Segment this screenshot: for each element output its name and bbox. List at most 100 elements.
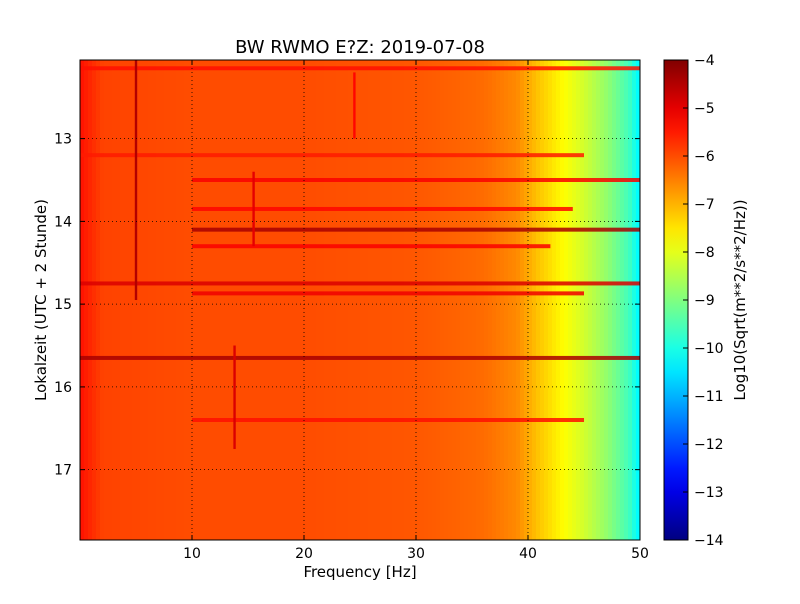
- plot-frame: [79, 59, 641, 541]
- spectrogram-strip: [572, 60, 577, 540]
- spectrogram-strip: [376, 60, 381, 540]
- colorbar-tick-label: −14: [694, 533, 724, 549]
- spectrogram-strip: [360, 60, 365, 540]
- spectrogram-strip: [424, 60, 429, 540]
- spectrogram-line: [353, 72, 356, 139]
- colorbar-tick-label: −7: [694, 197, 715, 213]
- spectrogram-line: [252, 171, 255, 247]
- spectrogram-strip: [152, 60, 157, 540]
- spectrogram-strip: [344, 60, 349, 540]
- spectrogram-strip: [100, 60, 105, 540]
- spectrogram-strip: [248, 60, 253, 540]
- spectrogram-strip: [380, 60, 385, 540]
- spectrogram-strip: [124, 60, 129, 540]
- spectrogram-strip: [148, 60, 153, 540]
- y-tick-label: 13: [54, 132, 72, 148]
- spectrogram-strip: [600, 60, 605, 540]
- spectrogram-strip: [88, 60, 93, 540]
- spectrogram-band: [192, 227, 640, 232]
- spectrogram-strip: [584, 60, 589, 540]
- plot-area: [80, 60, 640, 540]
- spectrogram-strip: [484, 60, 489, 540]
- spectrogram-strip: [632, 60, 637, 540]
- spectrogram-line: [233, 345, 236, 449]
- spectrogram-strip: [136, 60, 141, 540]
- spectrogram-strip: [528, 60, 533, 540]
- spectrogram-strip: [428, 60, 433, 540]
- spectrogram-strip: [228, 60, 233, 540]
- spectrogram-band: [192, 244, 551, 249]
- spectrogram-strip: [168, 60, 173, 540]
- y-axis-label: Lokalzeit (UTC + 2 Stunde): [32, 199, 50, 401]
- spectrogram-strip: [348, 60, 353, 540]
- spectrogram-band: [80, 355, 640, 360]
- spectrogram-strip: [580, 60, 585, 540]
- spectrogram-strip: [216, 60, 221, 540]
- spectrogram-strip: [312, 60, 317, 540]
- spectrogram-band: [192, 291, 584, 296]
- spectrogram-strip: [292, 60, 297, 540]
- spectrogram-strip: [592, 60, 597, 540]
- x-tick-label: 30: [407, 546, 425, 562]
- spectrogram-strip: [204, 60, 209, 540]
- spectrogram-strip: [84, 60, 89, 540]
- spectrogram-strip: [576, 60, 581, 540]
- spectrogram-band: [192, 206, 573, 211]
- spectrogram-strip: [308, 60, 313, 540]
- x-axis-label: Frequency [Hz]: [303, 563, 416, 581]
- spectrogram-strip: [408, 60, 413, 540]
- spectrogram-strip: [140, 60, 145, 540]
- spectrogram-strip: [544, 60, 549, 540]
- spectrogram-strip: [476, 60, 481, 540]
- spectrogram-band: [192, 418, 584, 422]
- spectrogram-strip: [560, 60, 565, 540]
- y-tick-label: 16: [54, 380, 72, 396]
- spectrogram-strip: [132, 60, 137, 540]
- spectrogram-strip: [404, 60, 409, 540]
- spectrogram-strip: [364, 60, 369, 540]
- spectrogram-strip: [160, 60, 165, 540]
- spectrogram-strip: [80, 60, 85, 540]
- spectrogram-strip: [144, 60, 149, 540]
- spectrogram-strip: [240, 60, 245, 540]
- spectrogram-strip: [280, 60, 285, 540]
- colorbar-tick-label: −5: [694, 101, 715, 117]
- spectrogram-strip: [420, 60, 425, 540]
- spectrogram-strip: [500, 60, 505, 540]
- spectrogram-strip: [548, 60, 553, 540]
- spectrogram-strip: [324, 60, 329, 540]
- spectrogram-band: [80, 66, 640, 71]
- spectrogram-strip: [192, 60, 197, 540]
- spectrogram-strip: [256, 60, 261, 540]
- spectrogram-strip: [340, 60, 345, 540]
- spectrogram-strip: [212, 60, 217, 540]
- spectrogram-strip: [440, 60, 445, 540]
- spectrogram-strip: [156, 60, 161, 540]
- spectrogram-strip: [304, 60, 309, 540]
- spectrogram-strip: [620, 60, 625, 540]
- chart-title: BW RWMO E?Z: 2019-07-08: [235, 37, 485, 58]
- colorbar-tick-label: −9: [694, 293, 715, 309]
- spectrogram-strip: [220, 60, 225, 540]
- spectrogram-strip: [288, 60, 293, 540]
- spectrogram-strip: [172, 60, 177, 540]
- spectrogram-strip: [128, 60, 133, 540]
- spectrogram-strip: [260, 60, 265, 540]
- spectrogram-strip: [328, 60, 333, 540]
- spectrogram-strip: [252, 60, 257, 540]
- spectrogram-strip: [184, 60, 189, 540]
- spectrogram-strip: [556, 60, 561, 540]
- y-tick-label: 15: [54, 297, 72, 313]
- spectrogram-strip: [612, 60, 617, 540]
- spectrogram-strip: [512, 60, 517, 540]
- spectrogram-strip: [300, 60, 305, 540]
- spectrogram-strip: [296, 60, 301, 540]
- axes: 10 20 30 40 50 13 14 15 16 17: [54, 60, 649, 562]
- spectrogram-strip: [624, 60, 629, 540]
- spectrogram-strip: [532, 60, 537, 540]
- spectrogram-strip: [516, 60, 521, 540]
- spectrogram-strip: [264, 60, 269, 540]
- spectrogram-strip: [416, 60, 421, 540]
- spectrogram-strip: [636, 60, 640, 540]
